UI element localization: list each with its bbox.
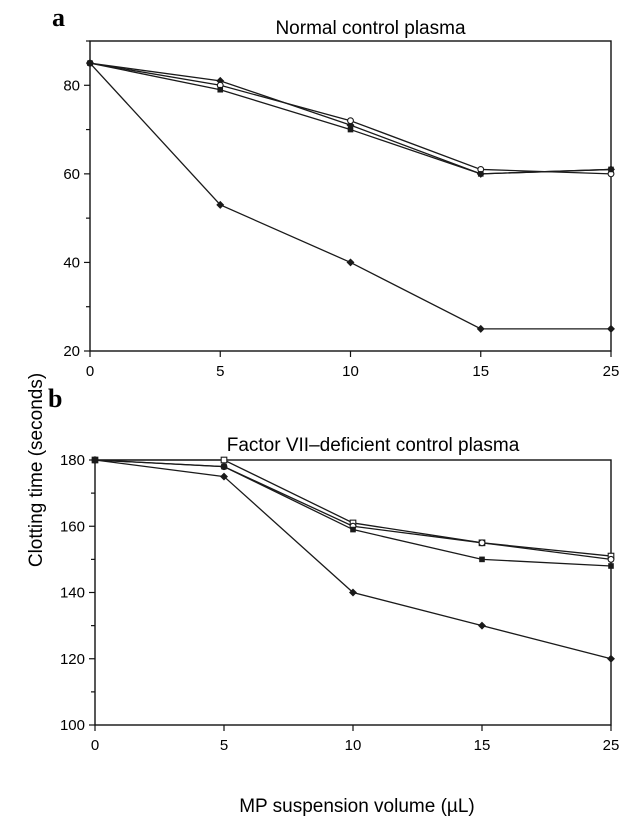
- data-point: [608, 563, 614, 569]
- data-point: [221, 463, 227, 470]
- y-axis-label: Clotting time (seconds): [26, 373, 47, 567]
- data-point: [479, 556, 485, 563]
- panel-a: a Normal control plasma 20 40 60 80 0 5 10 15 25: [52, 3, 619, 380]
- x-tick-label: 10: [342, 363, 359, 380]
- y-tick-label: 20: [63, 343, 80, 360]
- y-tick-label: 80: [63, 77, 80, 94]
- y-tick-label: 100: [60, 717, 85, 734]
- x-tick-label: 0: [86, 363, 94, 380]
- x-tick-label: 5: [216, 363, 224, 380]
- x-tick-label: 5: [220, 737, 228, 754]
- data-point: [217, 86, 224, 93]
- data-point: [608, 166, 614, 173]
- data-point: [349, 588, 357, 597]
- series-line-3: [94, 459, 612, 567]
- data-point: [607, 555, 615, 563]
- x-axis-label: MP suspension volume (µL): [239, 796, 475, 817]
- data-point: [350, 526, 356, 533]
- y-tick-label: 60: [63, 166, 80, 183]
- data-point: [216, 200, 225, 209]
- data-point: [347, 117, 354, 125]
- x-tick-label: 15: [474, 737, 491, 754]
- x-tick-label: 0: [91, 737, 99, 754]
- data-point: [478, 621, 486, 630]
- data-point: [347, 126, 354, 133]
- panel-letter: a: [52, 3, 65, 32]
- y-tick-label: 140: [60, 585, 85, 602]
- series-line-4: [89, 62, 611, 330]
- data-point: [91, 456, 99, 464]
- chart-title: Normal control plasma: [275, 18, 465, 39]
- x-tick-label: 25: [603, 737, 620, 754]
- data-point: [220, 456, 228, 464]
- data-point: [346, 258, 355, 267]
- data-point: [477, 171, 484, 177]
- data-point: [607, 324, 615, 333]
- series-line-2: [94, 459, 612, 561]
- chart-title: Factor VII–deficient control plasma: [227, 435, 520, 456]
- x-tick-label: 10: [345, 737, 362, 754]
- plot-frame: [89, 40, 612, 352]
- data-point: [220, 472, 228, 481]
- x-tick-label: 15: [472, 363, 489, 380]
- panel-letter: b: [48, 384, 62, 413]
- x-tick-label: 25: [603, 363, 620, 380]
- y-tick-label: 40: [63, 254, 80, 271]
- series-line-4: [94, 459, 612, 660]
- data-point: [476, 324, 485, 333]
- y-tick-label: 120: [60, 651, 85, 668]
- data-point: [607, 654, 615, 663]
- y-tick-label: 160: [60, 518, 85, 535]
- data-point: [86, 59, 94, 68]
- data-point: [478, 539, 486, 547]
- series-line-1: [95, 459, 612, 557]
- y-tick-label: 180: [60, 452, 85, 469]
